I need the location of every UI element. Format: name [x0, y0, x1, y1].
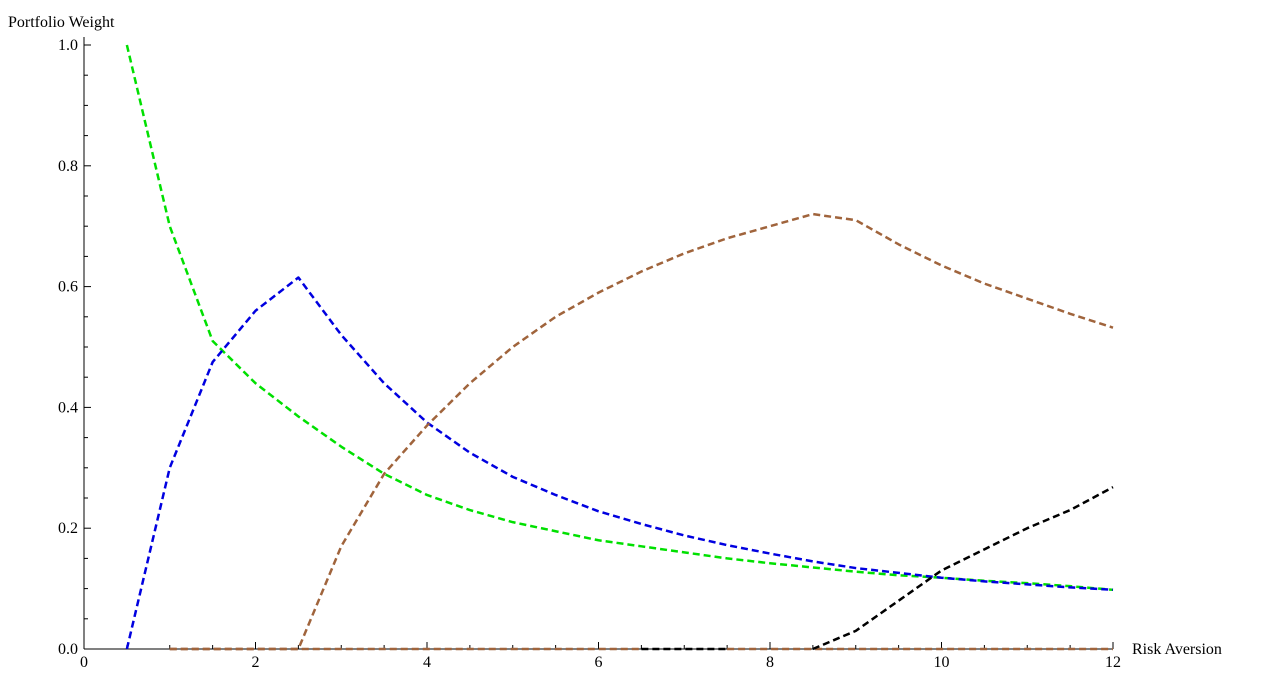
y-tick-label: 0.2 [58, 520, 78, 537]
y-tick-label: 0.0 [58, 641, 78, 658]
x-tick-label: 2 [252, 654, 260, 671]
x-tick-label: 8 [766, 654, 774, 671]
y-tick-label: 1.0 [58, 37, 78, 54]
y-axis-label: Portfolio Weight [8, 14, 115, 31]
x-tick-label: 4 [423, 654, 431, 671]
series-layer [125, 44, 1114, 651]
y-tick-label: 0.6 [58, 279, 78, 296]
series-line-3 [169, 212, 1114, 651]
y-tick-label: 0.8 [58, 158, 78, 175]
series-line-1 [125, 44, 1114, 592]
series-line-2 [125, 276, 1114, 650]
x-tick-label: 6 [595, 654, 603, 671]
x-axis-label: Risk Aversion [1132, 641, 1222, 658]
x-tick-label: 10 [934, 654, 950, 671]
series-line-7 [812, 486, 1114, 651]
axes: 0 2 4 6 8 10 12 0.0 0.2 0.4 0.6 0.8 1.0 [58, 37, 1121, 671]
x-tick-label: 0 [80, 654, 88, 671]
x-tick-label: 12 [1105, 654, 1121, 671]
y-tick-label: 0.4 [58, 399, 78, 416]
